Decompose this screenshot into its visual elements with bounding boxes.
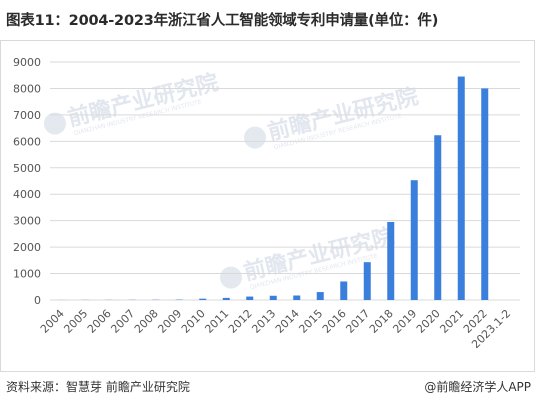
bar bbox=[316, 292, 324, 300]
chart-frame bbox=[0, 40, 535, 372]
brand-text: @前瞻经济学人APP bbox=[424, 380, 531, 394]
x-tick-label: 2005 bbox=[61, 307, 90, 336]
bar bbox=[481, 88, 489, 300]
x-tick-label: 2008 bbox=[132, 307, 161, 336]
bar bbox=[410, 180, 418, 300]
bar bbox=[222, 297, 230, 300]
y-tick-label: 9000 bbox=[13, 56, 41, 69]
x-tick-label: 2016 bbox=[320, 307, 349, 336]
y-tick-label: 7000 bbox=[13, 109, 41, 122]
source-note: 资料来源：智慧芽 前瞻产业研究院 bbox=[6, 380, 190, 394]
x-tick-label: 2010 bbox=[179, 307, 208, 336]
x-tick-label: 2006 bbox=[85, 307, 114, 336]
bars bbox=[58, 76, 489, 300]
bar bbox=[363, 262, 371, 300]
bar bbox=[457, 76, 465, 300]
x-tick-label: 2007 bbox=[108, 307, 137, 336]
y-tick-label: 8000 bbox=[13, 82, 41, 95]
x-tick-label: 2015 bbox=[296, 307, 325, 336]
bar bbox=[340, 281, 348, 300]
watermark-logo-icon bbox=[243, 126, 266, 149]
x-tick-label: 2021 bbox=[437, 307, 466, 336]
x-tick-label: 2020 bbox=[414, 307, 443, 336]
x-tick-label: 2004 bbox=[38, 307, 67, 336]
y-tick-label: 6000 bbox=[13, 135, 41, 148]
y-tick-label: 1000 bbox=[13, 268, 41, 281]
x-tick-label: 2018 bbox=[367, 307, 396, 336]
bar bbox=[387, 221, 395, 300]
bar bbox=[269, 295, 277, 300]
chart-title: 图表11：2004-2023年浙江省人工智能领域专利申请量(单位：件) bbox=[6, 13, 439, 29]
y-tick-label: 0 bbox=[34, 294, 41, 307]
y-tick-label: 5000 bbox=[13, 162, 41, 175]
bar bbox=[199, 298, 207, 300]
x-tick-label: 2011 bbox=[202, 307, 231, 336]
grid-lines bbox=[50, 61, 520, 301]
watermark-logo-icon bbox=[219, 266, 242, 289]
bar bbox=[434, 135, 442, 300]
brand-credit: @前瞻经济学人APP bbox=[424, 378, 531, 395]
x-tick-label: 2014 bbox=[273, 307, 302, 336]
x-tick-label: 2017 bbox=[343, 307, 372, 336]
bar bbox=[293, 295, 301, 300]
bar bbox=[246, 296, 254, 300]
x-tick-label: 2012 bbox=[226, 307, 255, 336]
y-tick-label: 3000 bbox=[13, 215, 41, 228]
y-tick-label: 4000 bbox=[13, 188, 41, 201]
x-tick-label: 2009 bbox=[155, 307, 184, 336]
x-tick-label: 2019 bbox=[390, 307, 419, 336]
y-axis-ticks: 0 1000 2000 3000 4000 5000 6000 7000 8000 9000 bbox=[13, 56, 41, 307]
y-tick-label: 2000 bbox=[13, 241, 41, 254]
x-axis-ticks: 2004200520062007200820092010201120122013… bbox=[38, 307, 513, 351]
x-tick-label: 2013 bbox=[249, 307, 278, 336]
watermark-logo-icon bbox=[43, 112, 66, 135]
